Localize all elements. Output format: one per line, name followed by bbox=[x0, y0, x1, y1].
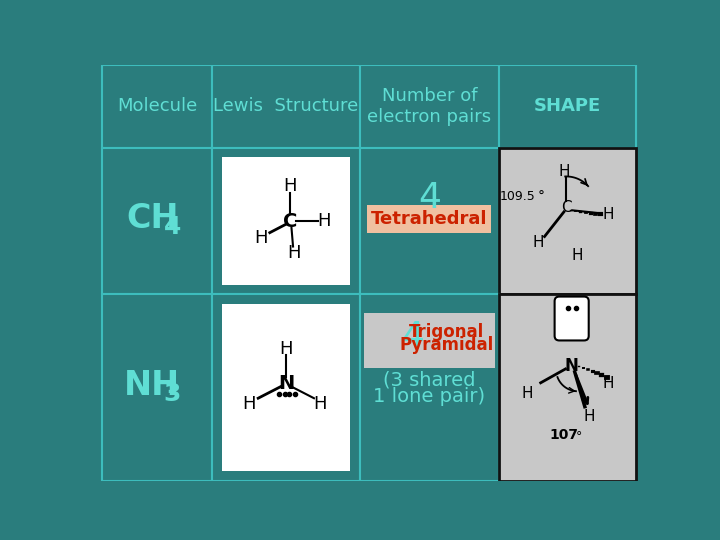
Text: (3 shared: (3 shared bbox=[383, 370, 476, 389]
Text: 4: 4 bbox=[164, 215, 181, 239]
Bar bbox=[367, 205, 492, 233]
Text: N: N bbox=[564, 357, 579, 375]
Text: 107: 107 bbox=[549, 428, 578, 442]
Text: Molecule: Molecule bbox=[117, 97, 197, 116]
Text: H: H bbox=[584, 409, 595, 424]
Text: °: ° bbox=[537, 190, 544, 204]
FancyBboxPatch shape bbox=[554, 296, 589, 340]
Text: 1 lone pair): 1 lone pair) bbox=[374, 387, 485, 406]
Text: H: H bbox=[318, 212, 330, 230]
Text: 109.5: 109.5 bbox=[500, 190, 535, 203]
Text: H: H bbox=[603, 376, 614, 391]
Bar bbox=[212, 65, 360, 148]
Bar bbox=[222, 157, 351, 285]
Text: C: C bbox=[561, 200, 572, 215]
Text: H: H bbox=[313, 395, 327, 414]
Text: Number of
electron pairs: Number of electron pairs bbox=[367, 87, 492, 126]
Text: H: H bbox=[522, 386, 534, 401]
Text: Lewis  Structure: Lewis Structure bbox=[213, 97, 359, 116]
Bar bbox=[499, 65, 636, 148]
Bar bbox=[222, 303, 351, 471]
Bar bbox=[212, 294, 360, 481]
Text: H: H bbox=[279, 340, 293, 358]
Bar bbox=[360, 148, 499, 294]
Text: H: H bbox=[572, 248, 582, 264]
Text: Trigonal: Trigonal bbox=[409, 323, 484, 341]
Text: H: H bbox=[558, 164, 570, 179]
Text: H: H bbox=[242, 395, 256, 414]
Text: C: C bbox=[283, 212, 297, 231]
Bar bbox=[360, 294, 499, 481]
Text: 3: 3 bbox=[164, 382, 181, 407]
Text: 4: 4 bbox=[418, 181, 441, 215]
Text: H: H bbox=[287, 245, 300, 262]
Bar bbox=[102, 148, 212, 294]
Bar bbox=[212, 148, 360, 294]
Text: H: H bbox=[533, 235, 544, 250]
Text: NH: NH bbox=[125, 369, 181, 402]
Text: H: H bbox=[283, 178, 297, 195]
Bar bbox=[102, 65, 212, 148]
Bar bbox=[499, 148, 636, 294]
Text: Pyramidal: Pyramidal bbox=[400, 336, 494, 354]
Bar bbox=[364, 313, 495, 368]
Text: Tetrahedral: Tetrahedral bbox=[372, 210, 487, 228]
Text: H: H bbox=[603, 207, 614, 222]
Text: CH: CH bbox=[126, 202, 179, 235]
Text: 4: 4 bbox=[401, 320, 424, 354]
Bar bbox=[499, 65, 636, 148]
Bar bbox=[499, 294, 636, 481]
Text: N: N bbox=[278, 374, 294, 393]
Text: °: ° bbox=[576, 430, 582, 443]
Bar bbox=[360, 65, 499, 148]
Text: H: H bbox=[253, 229, 267, 247]
Text: SHAPE: SHAPE bbox=[534, 97, 601, 116]
Bar bbox=[102, 294, 212, 481]
